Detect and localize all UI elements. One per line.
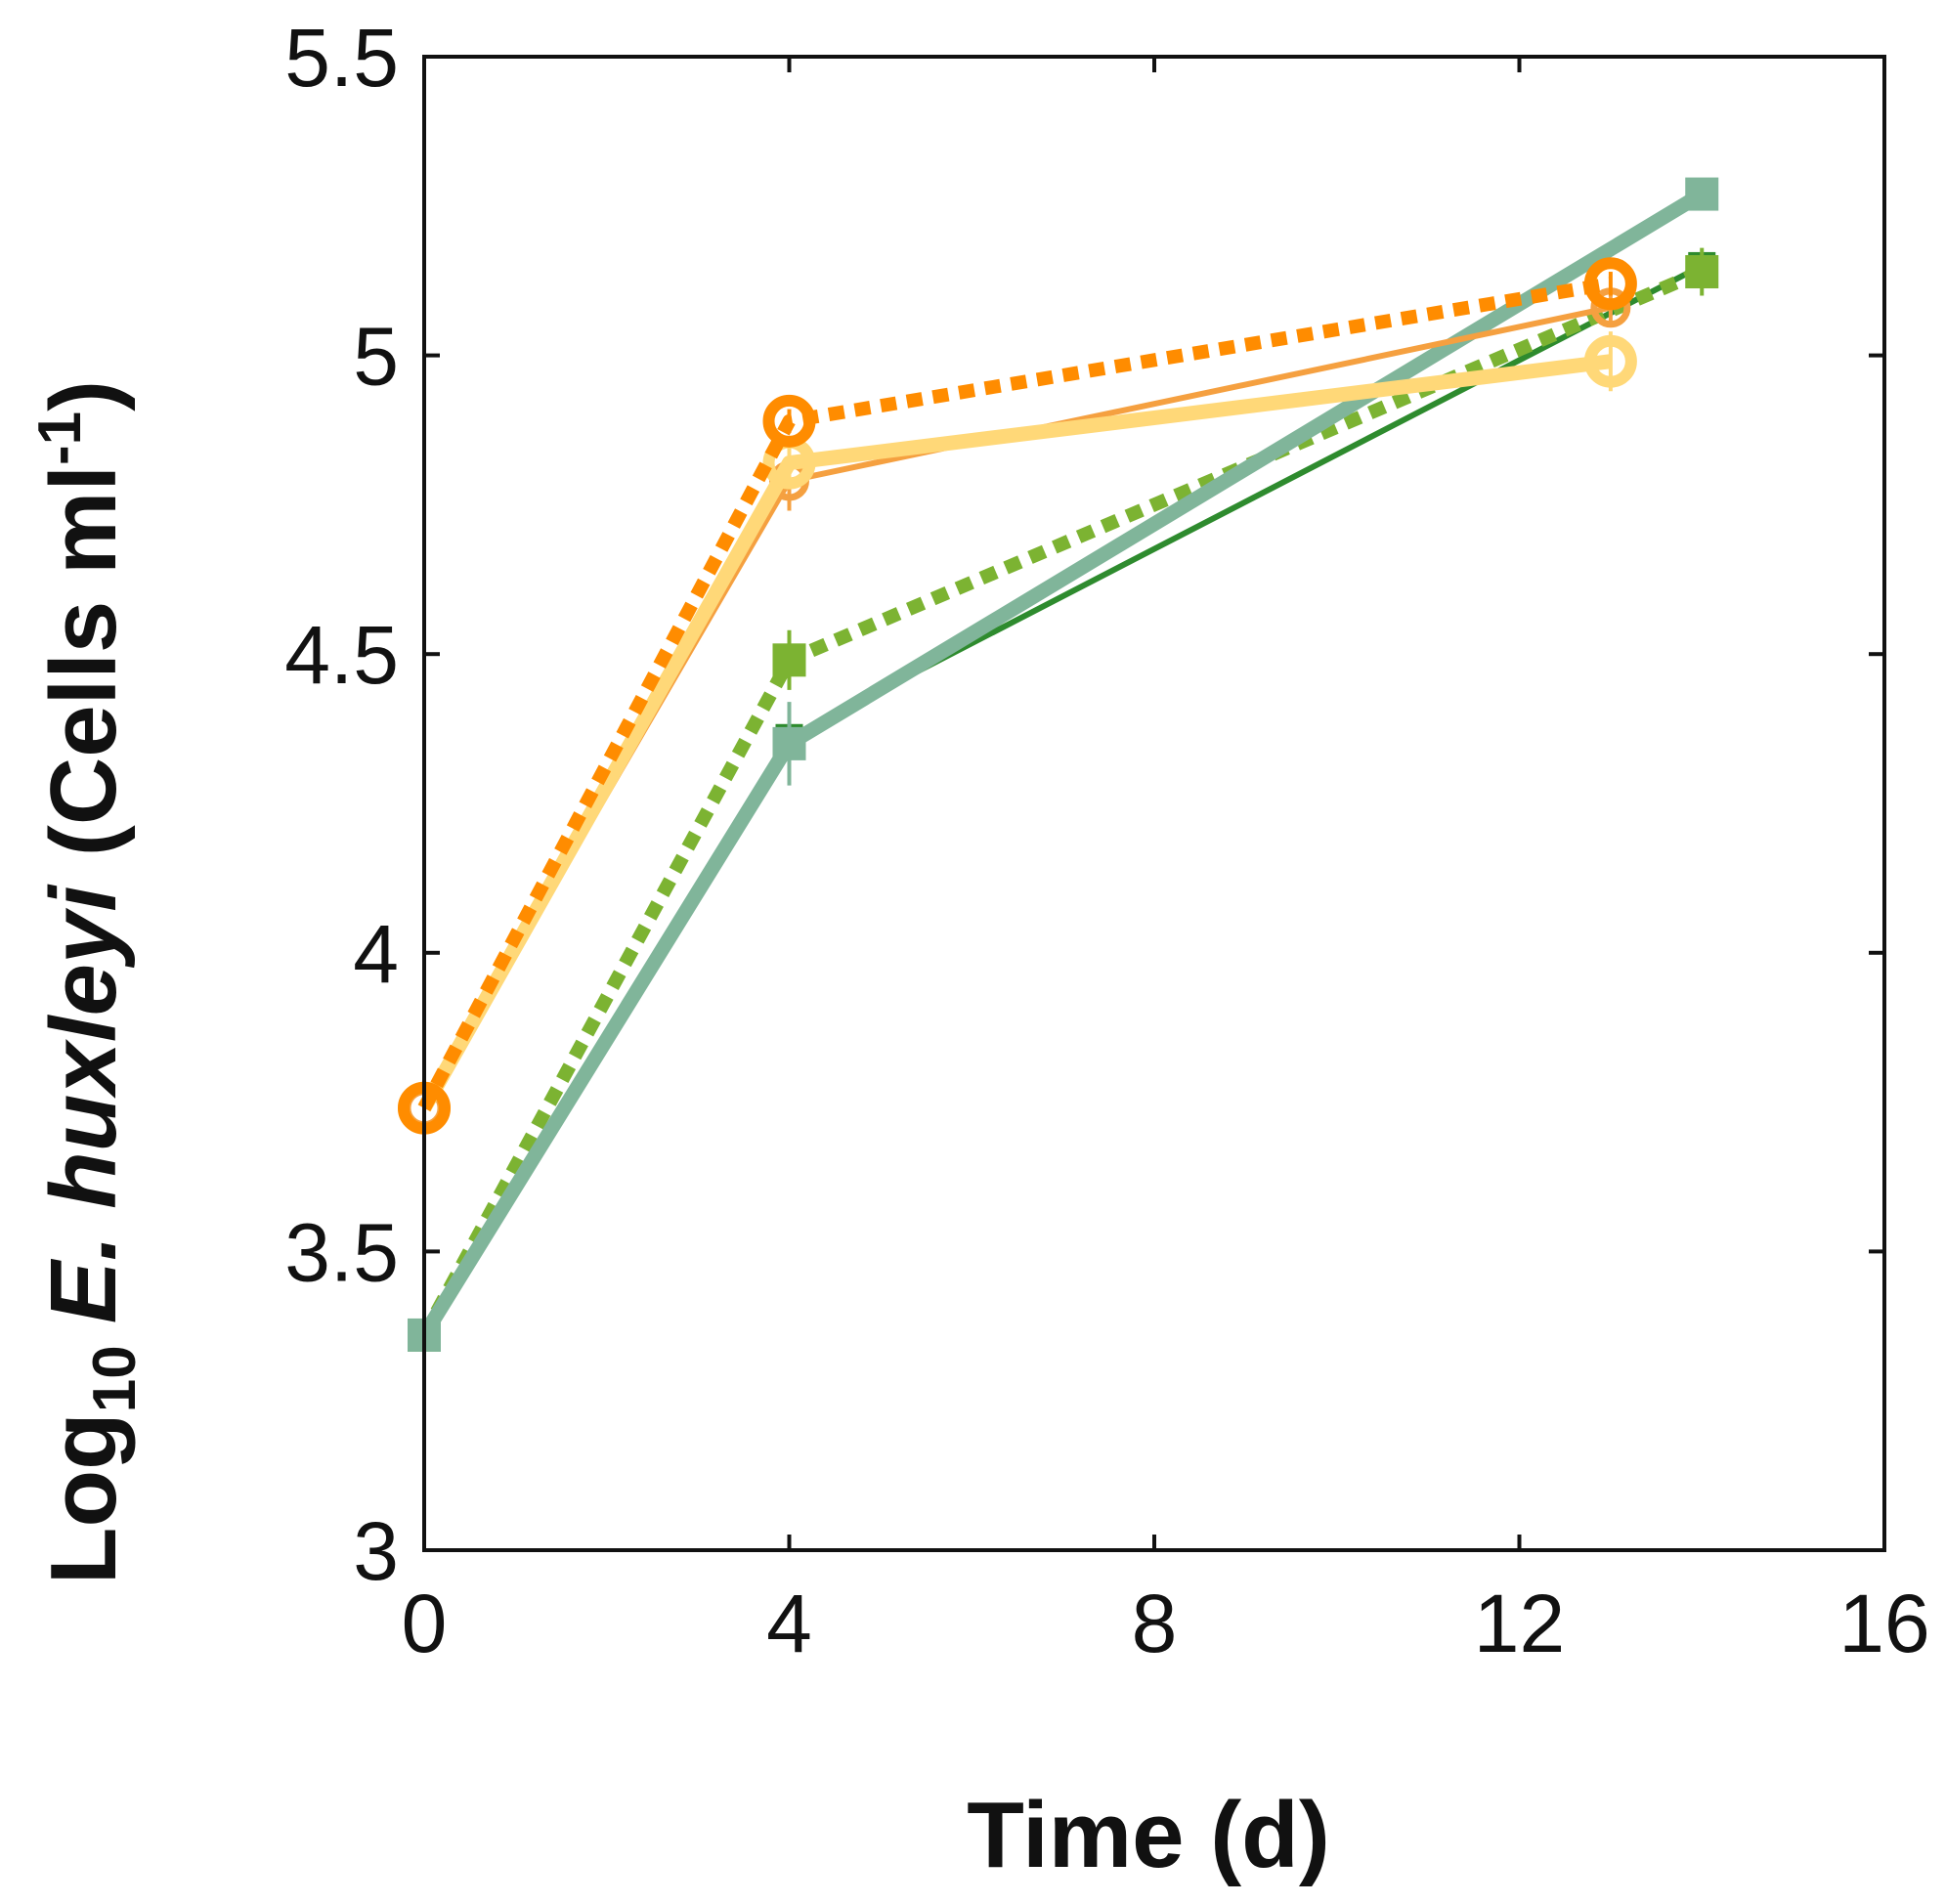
y-axis-title: Log10 E. huxleyi (Cells ml-1) (26, 380, 149, 1584)
series-layer (398, 177, 1719, 1352)
y-axis-title-subscript: 10 (81, 1345, 149, 1412)
data-point (772, 643, 806, 677)
y-tick-label: 3 (353, 1505, 399, 1597)
x-tick-label: 8 (1132, 1578, 1178, 1669)
series-3 (404, 287, 1631, 1129)
data-point (1685, 255, 1719, 289)
series-4 (398, 331, 1637, 1135)
y-tick-label: 5 (353, 311, 399, 403)
x-tick-label: 16 (1838, 1578, 1929, 1669)
y-axis-title-unit-close: ) (31, 380, 136, 411)
x-axis-title: Time (d) (967, 1783, 1330, 1887)
data-point (1583, 257, 1637, 311)
y-axis-title-unit: (Cells ml (31, 465, 136, 856)
x-tick-label: 0 (402, 1578, 448, 1669)
x-tick-label: 12 (1474, 1578, 1565, 1669)
series-5 (398, 257, 1637, 1135)
data-point (762, 394, 816, 448)
data-point (1583, 334, 1637, 388)
data-point (1685, 177, 1719, 211)
ticks-layer: 0 4 8 12 16 3 3.5 4 4.5 5 5.5 (284, 12, 1930, 1669)
y-axis-title-species: E. huxleyi (31, 884, 136, 1324)
y-tick-label: 3.5 (284, 1206, 399, 1298)
x-tick-label: 4 (766, 1578, 812, 1669)
y-tick-label: 5.5 (284, 12, 399, 104)
y-axis-title-unit-exponent: -1 (26, 411, 94, 465)
y-tick-label: 4.5 (284, 609, 399, 701)
y-axis-title-prefix: Log (31, 1412, 136, 1584)
data-point (772, 726, 806, 760)
y-tick-label: 4 (353, 908, 399, 1000)
